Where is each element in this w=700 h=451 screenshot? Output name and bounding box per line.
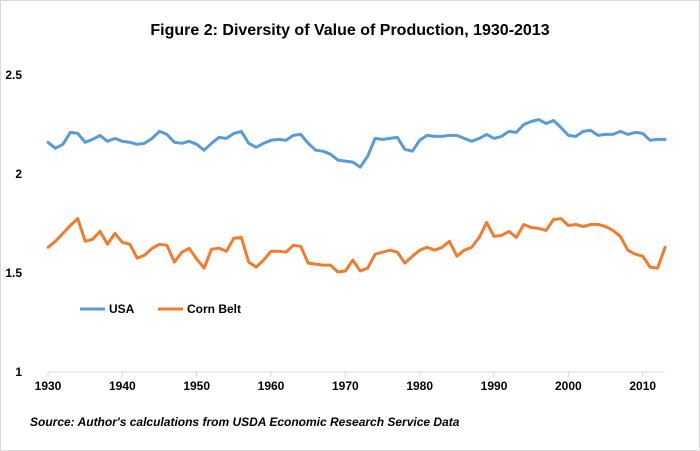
x-tick-label: 1970	[332, 379, 359, 393]
x-tick-label: 1940	[109, 379, 136, 393]
legend-label-corn-belt: Corn Belt	[187, 302, 241, 316]
x-tick-label: 2000	[555, 379, 582, 393]
series-line-usa	[46, 118, 667, 169]
y-tick-label: 1	[15, 365, 22, 379]
x-tick-label: 1980	[406, 379, 433, 393]
source-note: Source: Author's calculations from USDA …	[30, 415, 460, 429]
y-tick-label: 1.5	[5, 266, 22, 280]
x-tick-label: 1960	[258, 379, 285, 393]
legend-label-usa: USA	[109, 302, 135, 316]
x-tick-label: 1950	[183, 379, 210, 393]
y-tick-label: 2.5	[5, 68, 22, 82]
chart-title: Figure 2: Diversity of Value of Producti…	[150, 22, 550, 39]
x-tick-label: 1930	[35, 379, 62, 393]
x-tick-label: 2010	[629, 379, 656, 393]
y-tick-label: 2	[15, 167, 22, 181]
series-line-corn-belt	[46, 217, 667, 274]
x-tick-label: 1990	[481, 379, 508, 393]
